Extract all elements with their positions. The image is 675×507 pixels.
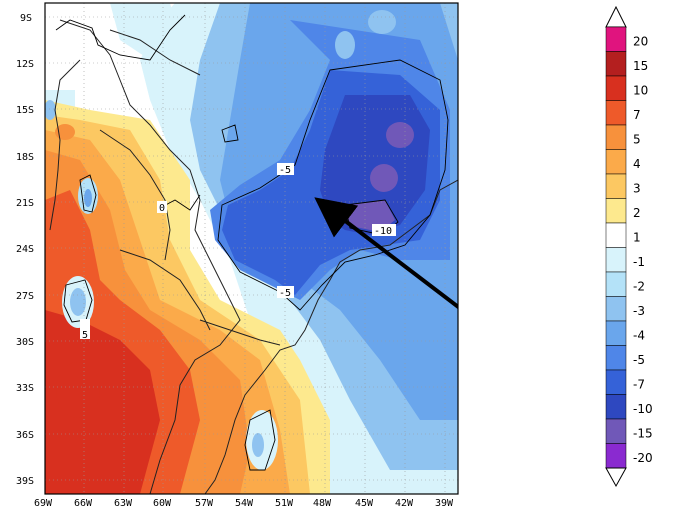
lat-label: 39S	[16, 476, 34, 487]
colorbar-swatch	[605, 26, 627, 52]
colorbar-swatch	[605, 443, 627, 469]
lat-label: 33S	[16, 383, 34, 394]
contour-label-minus5-south: -5	[279, 288, 291, 299]
colorbar-level-label: -15	[633, 426, 653, 440]
colorbar-level-label: -3	[633, 304, 645, 318]
colorbar-swatch	[605, 51, 627, 77]
lat-label: 36S	[16, 430, 34, 441]
colorbar-level-label: 4	[633, 157, 641, 171]
colorbar-level-label: 7	[633, 108, 641, 122]
colorbar-bottom-arrow	[605, 467, 627, 488]
colorbar-level-label: -1	[633, 255, 645, 269]
colorbar-swatch	[605, 271, 627, 297]
colorbar-level-label: -20	[633, 451, 653, 465]
colorbar-level-label: -5	[633, 353, 645, 367]
lat-label: 9S	[20, 13, 32, 24]
lat-label: 15S	[16, 105, 34, 116]
lon-label: 57W	[195, 498, 214, 507]
colorbar-swatch	[605, 198, 627, 224]
map-frame	[44, 2, 459, 495]
lon-label: 66W	[74, 498, 93, 507]
colorbar-swatch	[605, 247, 627, 273]
colorbar-top-arrow	[605, 5, 627, 28]
lon-label: 51W	[275, 498, 294, 507]
colorbar-swatch	[605, 173, 627, 199]
colorbar-level-label: -10	[633, 402, 653, 416]
contour-label-zero: 0	[159, 203, 165, 214]
colorbar-swatch	[605, 345, 627, 371]
lon-label: 48W	[313, 498, 332, 507]
lat-label: 30S	[16, 337, 34, 348]
colorbar-swatch	[605, 369, 627, 395]
colorbar-swatch	[605, 149, 627, 175]
colorbar-level-label: 2	[633, 206, 641, 220]
colorbar-level-label: -7	[633, 377, 645, 391]
colorbar-level-label: 15	[633, 59, 648, 73]
lon-label: 54W	[235, 498, 254, 507]
longitude-labels: 69W 66W 63W 60W 57W 54W 51W 48W 45W 42W …	[34, 498, 454, 507]
lon-label: 69W	[34, 498, 53, 507]
lat-label: 27S	[16, 291, 34, 302]
lat-label: 21S	[16, 198, 34, 209]
colorbar-level-label: 20	[633, 34, 648, 48]
colorbar: 20 15 10 7 5 4 3 2 1 -1 -2 -3 -4 -5 -7 -10 -15 -20	[605, 5, 653, 488]
lon-label: 45W	[355, 498, 374, 507]
colorbar-level-label: -4	[633, 328, 645, 342]
colorbar-swatch	[605, 296, 627, 322]
latitude-labels: 9S 12S 15S 18S 21S 24S 27S 30S 33S 36S 3…	[16, 13, 34, 487]
colorbar-level-label: 1	[633, 230, 641, 244]
contour-label-minus5-north: -5	[279, 165, 291, 176]
colorbar-level-label: 3	[633, 181, 641, 195]
colorbar-level-label: 5	[633, 132, 641, 146]
colorbar-swatch	[605, 394, 627, 420]
colorbar-swatch	[605, 100, 627, 126]
colorbar-swatch	[605, 124, 627, 150]
contour-label-minus10: -10	[374, 226, 392, 237]
anomaly-field: -5 -5 -10 0 5	[45, 3, 458, 494]
colorbar-swatch	[605, 418, 627, 444]
lat-label: 12S	[16, 59, 34, 70]
colorbar-level-label: -2	[633, 279, 645, 293]
lon-label: 60W	[153, 498, 172, 507]
lon-label: 42W	[395, 498, 414, 507]
colorbar-level-label: 10	[633, 83, 648, 97]
colorbar-swatch	[605, 75, 627, 101]
contour-label-five: 5	[82, 330, 88, 341]
colorbar-swatch	[605, 320, 627, 346]
contour-labels: -5 -5 -10 0 5	[80, 163, 396, 341]
lon-label: 63W	[114, 498, 133, 507]
lat-label: 24S	[16, 244, 34, 255]
lat-label: 18S	[16, 152, 34, 163]
lon-label: 39W	[435, 498, 454, 507]
colorbar-swatch	[605, 222, 627, 248]
